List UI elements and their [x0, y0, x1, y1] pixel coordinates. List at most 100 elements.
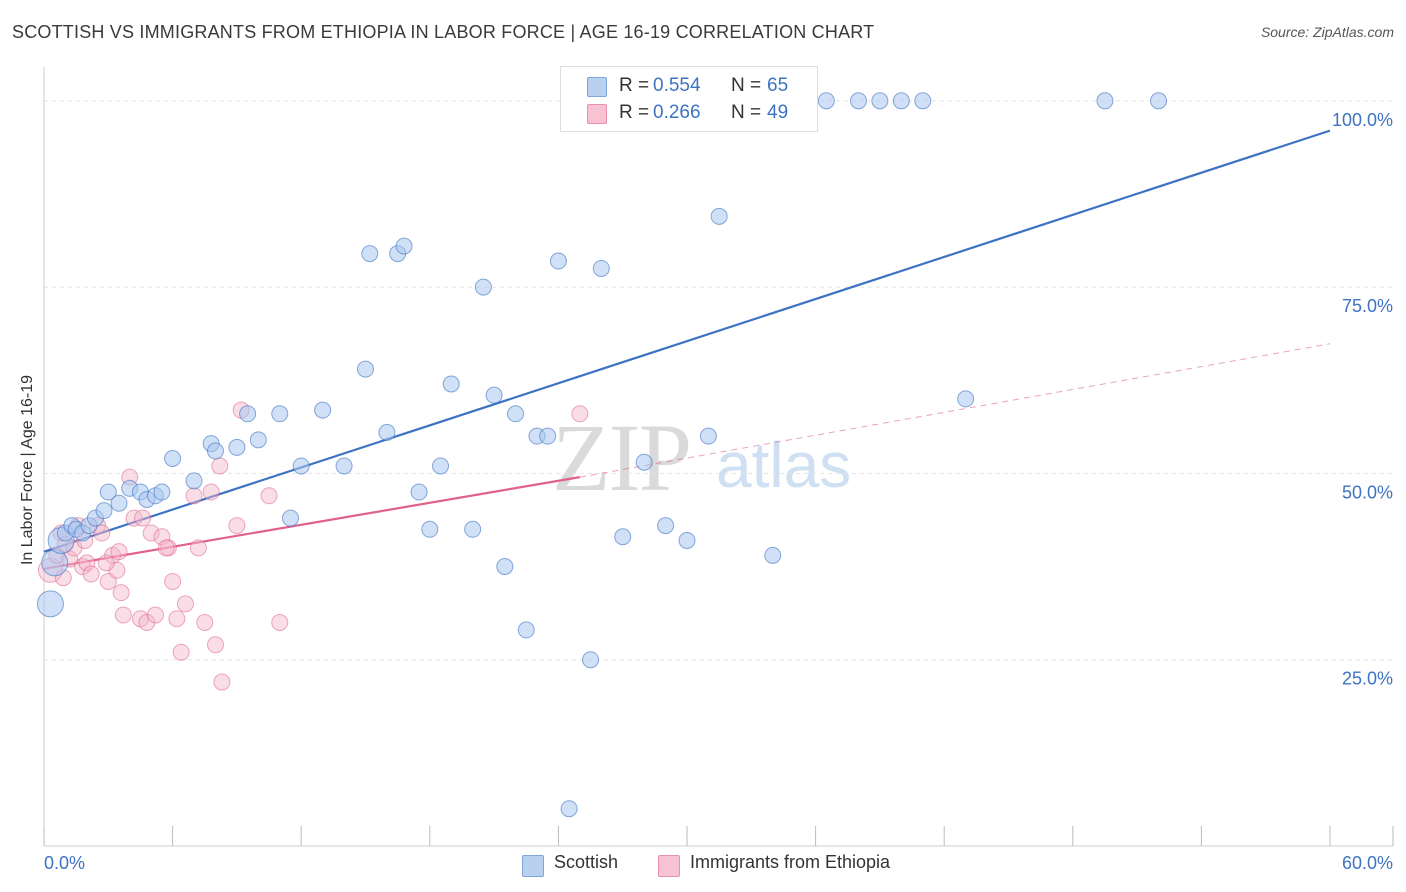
- correlation-legend: R = 0.554 N = 65 R = 0.266 N = 49: [560, 66, 818, 132]
- scottish-point: [410, 483, 428, 501]
- scottish-trend-line: [43, 129, 1331, 553]
- chart-title: SCOTTISH VS IMMIGRANTS FROM ETHIOPIA IN …: [12, 22, 875, 42]
- scottish-point: [249, 431, 267, 449]
- source-credit: Source: ZipAtlas.com: [1260, 24, 1394, 40]
- scottish-point: [95, 502, 113, 520]
- scottish-point: [314, 401, 332, 419]
- scottish-point: [517, 621, 535, 639]
- legend-n-label: N =: [731, 102, 762, 123]
- scottish-point: [592, 259, 610, 277]
- scottish-point: [560, 800, 578, 818]
- bottom-legend-label: Scottish: [554, 852, 619, 872]
- scottish-point: [464, 520, 482, 538]
- scottish-point: [817, 92, 835, 110]
- legend-n-value: 65: [767, 75, 789, 96]
- ethiopia-point: [571, 405, 589, 423]
- ethiopia-point: [271, 613, 289, 631]
- scottish-point: [361, 245, 379, 263]
- x-tick-label-max: 60.0%: [1342, 853, 1393, 873]
- legend-r-label: R =: [619, 75, 650, 96]
- scottish-point: [539, 427, 557, 445]
- ethiopia-point: [228, 517, 246, 535]
- scottish-point: [395, 237, 413, 255]
- bottom-legend-label: Immigrants from Ethiopia: [690, 852, 891, 872]
- y-tick-label: 75.0%: [1342, 296, 1393, 316]
- ethiopia-point: [125, 509, 143, 527]
- scottish-point: [442, 375, 460, 393]
- ethiopia-point: [211, 457, 229, 475]
- ethiopia-point: [189, 539, 207, 557]
- scottish-point: [914, 92, 932, 110]
- scottish-point: [549, 252, 567, 270]
- scottish-point: [474, 278, 492, 296]
- ethiopia-point: [146, 606, 164, 624]
- scottish-point: [678, 531, 696, 549]
- scottish-point: [699, 427, 717, 445]
- axes: [43, 67, 1394, 847]
- ethiopia-point: [206, 636, 224, 654]
- watermark-zip: ZIP: [552, 404, 692, 511]
- ethiopia-point: [78, 554, 96, 572]
- ethiopia-point: [99, 572, 117, 590]
- scottish-point: [228, 438, 246, 456]
- scottish-point: [239, 405, 257, 423]
- watermark-atlas: atlas: [716, 429, 852, 501]
- ethiopia-point: [138, 613, 156, 631]
- scottish-point: [496, 558, 514, 576]
- legend-r-value: 0.554: [653, 75, 701, 96]
- ethiopia-trend-extension: [579, 343, 1331, 478]
- scottish-point: [206, 442, 224, 460]
- scottish-point: [164, 450, 182, 467]
- ethiopia-point: [176, 595, 194, 613]
- scottish-point: [1096, 92, 1114, 110]
- scottish-point: [432, 457, 450, 475]
- ethiopia-point: [110, 543, 128, 561]
- ethiopia-point: [142, 524, 160, 542]
- scottish-point: [871, 92, 889, 110]
- scottish-point: [614, 528, 632, 546]
- scottish-point: [185, 472, 203, 490]
- tick-labels: 25.0% 50.0% 75.0% 100.0% 0.0% 60.0%: [44, 110, 1393, 873]
- x-tick-label-min: 0.0%: [44, 853, 85, 873]
- legend-swatch-pink: [587, 104, 607, 124]
- scottish-point: [582, 651, 600, 669]
- ethiopia-point: [168, 610, 186, 628]
- ethiopia-point: [82, 565, 100, 583]
- scottish-point: [41, 549, 69, 577]
- ethiopia-point: [114, 606, 132, 624]
- scottish-point: [281, 509, 299, 527]
- scottish-point: [657, 517, 675, 535]
- ethiopia-point: [164, 572, 182, 590]
- ethiopia-point: [202, 483, 220, 501]
- scottish-point: [378, 423, 396, 441]
- legend-n-value: 49: [767, 102, 789, 123]
- legend-swatch-blue: [587, 77, 607, 97]
- ethiopia-point: [134, 509, 152, 527]
- trend-lines: [43, 129, 1331, 570]
- legend-n-label: N =: [731, 75, 762, 96]
- scottish-point: [892, 92, 910, 110]
- scottish-point: [292, 457, 310, 475]
- scottish-point: [957, 390, 975, 408]
- legend-r-value: 0.266: [653, 102, 701, 123]
- scottish-point: [335, 457, 353, 475]
- scottish-point: [485, 386, 503, 404]
- ethiopia-point: [196, 613, 214, 631]
- scottish-point: [849, 92, 867, 110]
- ethiopia-point: [93, 524, 111, 542]
- scottish-point: [153, 483, 171, 501]
- ethiopia-point: [157, 539, 175, 557]
- y-tick-label: 50.0%: [1342, 482, 1393, 502]
- scottish-point: [357, 360, 374, 378]
- ethiopia-point: [260, 487, 278, 505]
- legend-r-label: R =: [619, 102, 650, 123]
- ethiopia-point: [112, 584, 130, 602]
- y-tick-label: 25.0%: [1342, 669, 1393, 689]
- ethiopia-trend-line: [43, 476, 581, 570]
- series-scottish-points: [36, 92, 1168, 818]
- scottish-point: [99, 483, 117, 501]
- scottish-point: [1150, 92, 1168, 110]
- ethiopia-point: [213, 673, 231, 691]
- scottish-point: [764, 546, 782, 564]
